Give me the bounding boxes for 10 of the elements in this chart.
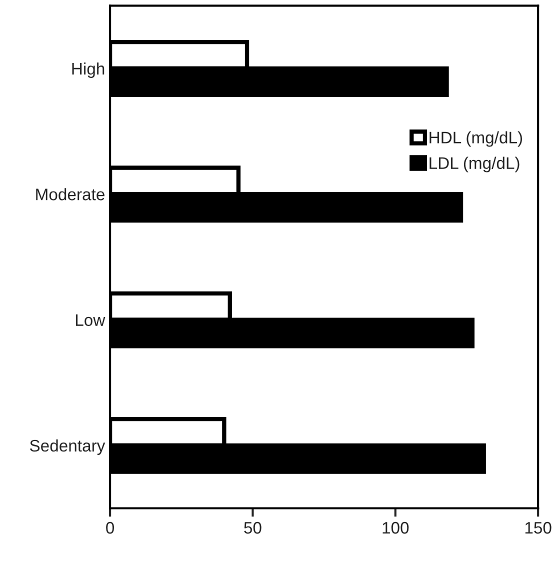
legend-label: LDL (mg/dL) (430, 156, 520, 172)
x-tick-label: 50 (244, 522, 262, 534)
x-tick-label: 100 (382, 522, 409, 534)
x-tick-label: 0 (106, 522, 114, 534)
y-tick-label: High (72, 62, 104, 78)
y-tick-label: Sedentary (30, 439, 106, 455)
legend-label: HDL (mg/dL) (430, 131, 522, 147)
x-tick-label: 150 (525, 522, 552, 534)
y-tick-label: Moderate (36, 188, 104, 200)
y-tick-label: Low (76, 314, 106, 326)
